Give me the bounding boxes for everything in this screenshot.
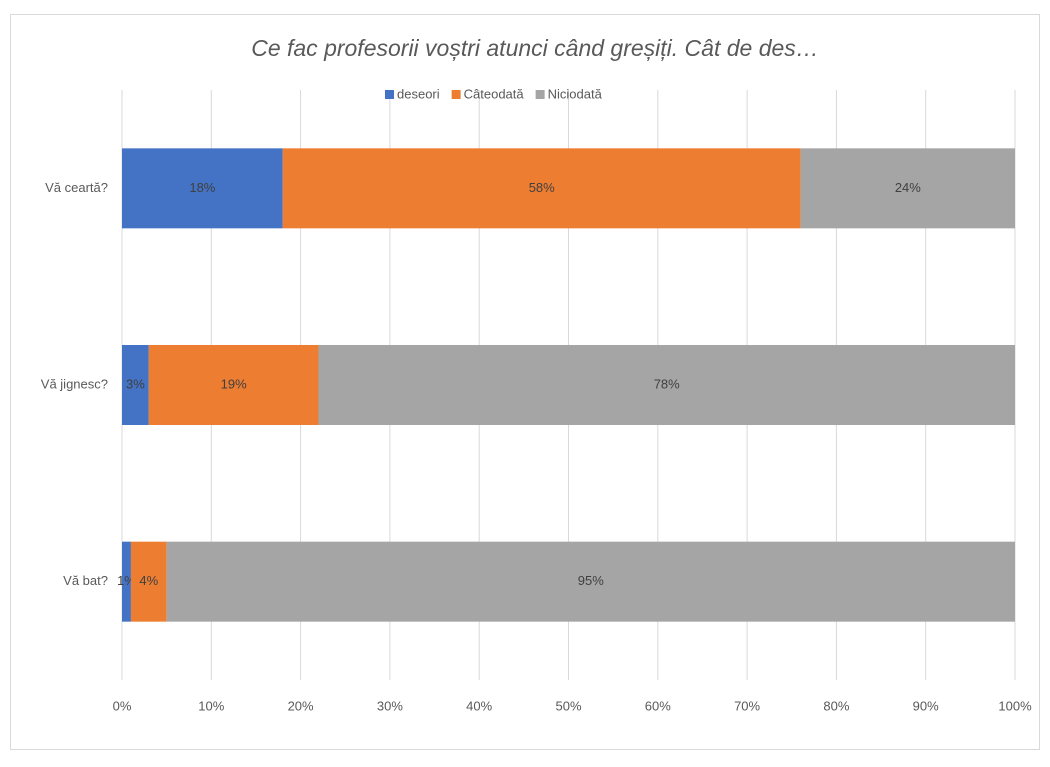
x-tick-label: 50% [555,698,581,713]
bar-segment [148,345,319,425]
bar-segment [130,541,167,622]
legend-label: deseori [397,86,440,101]
data-label: 4% [139,573,158,588]
x-tick-label: 40% [466,698,492,713]
bar-segment [166,541,1015,622]
bar-segment [318,345,1016,425]
x-tick-label: 10% [198,698,224,713]
category-label: Vă bat? [63,573,108,588]
legend-label: Câteodată [464,86,525,101]
category-label: Vă jignesc? [41,376,108,391]
x-tick-label: 30% [377,698,403,713]
data-label: 24% [895,180,921,195]
legend-swatch [385,90,394,99]
data-label: 58% [529,180,555,195]
bar-segment [800,148,1015,229]
bar-segment [282,148,801,229]
chart-title: Ce fac profesorii voștri atunci când gre… [251,35,819,61]
data-label: 18% [189,180,215,195]
legend-swatch [451,90,461,99]
category-label: Vă ceartă? [45,180,108,195]
data-label: 78% [654,376,680,391]
x-tick-label: 90% [913,698,939,713]
data-label: 19% [221,376,247,391]
bar-segment [122,345,149,425]
bar-segment [122,148,283,229]
x-tick-label: 100% [998,698,1032,713]
x-tick-label: 60% [645,698,671,713]
x-tick-label: 80% [823,698,849,713]
data-label: 3% [126,376,145,391]
x-tick-label: 0% [113,698,132,713]
legend-label: Niciodată [548,86,603,101]
x-tick-label: 20% [288,698,314,713]
legend-swatch [535,90,545,99]
bar-segment [122,541,131,622]
data-label: 95% [578,573,604,588]
x-tick-label: 70% [734,698,760,713]
